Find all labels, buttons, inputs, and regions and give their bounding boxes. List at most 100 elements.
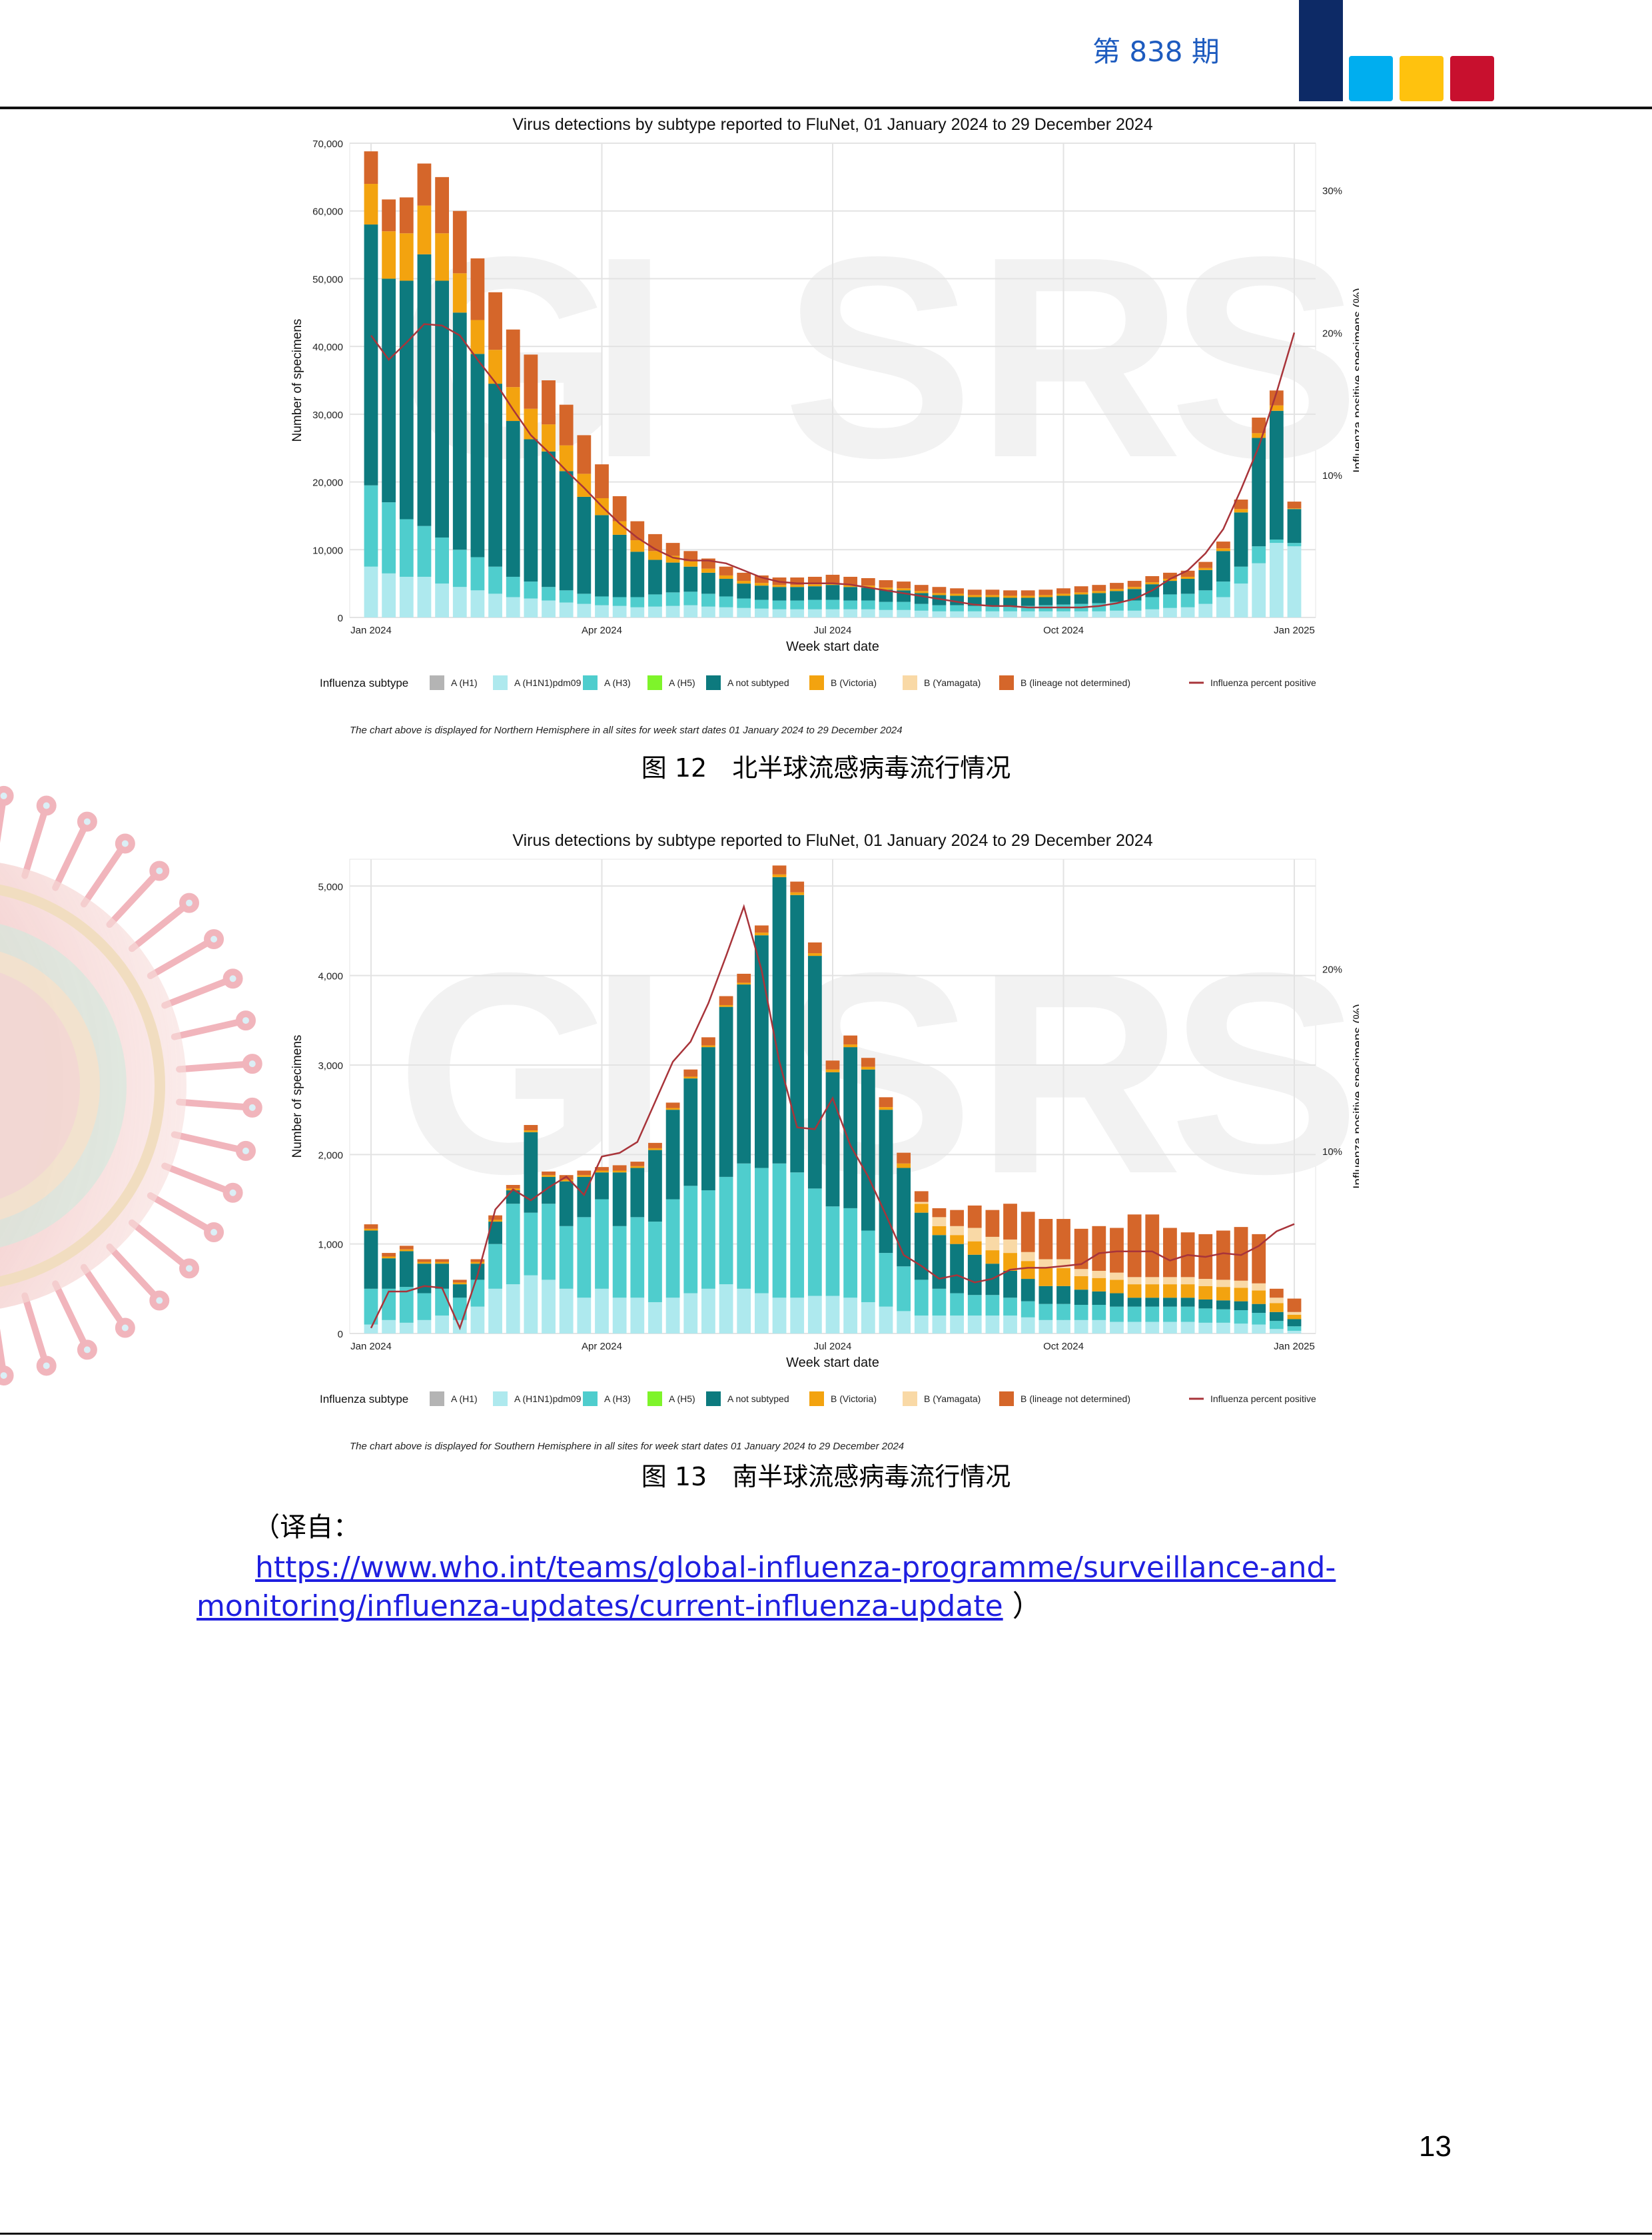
bar-segment	[1287, 508, 1302, 510]
bar-segment	[1287, 1314, 1302, 1319]
bar-segment	[417, 254, 432, 526]
chart-footnote: The chart above is displayed for Norther…	[350, 725, 903, 736]
bar-segment	[452, 1280, 467, 1283]
bar-segment	[861, 1069, 875, 1231]
bar-segment	[825, 609, 840, 617]
bar-segment	[754, 933, 769, 936]
bar-segment	[470, 320, 485, 354]
virus-spike-tip	[179, 893, 200, 913]
bar-segment	[737, 982, 751, 985]
bar-segment	[754, 599, 769, 609]
bar-segment	[843, 1044, 858, 1048]
bar-segment	[1110, 1293, 1124, 1307]
bar-segment	[1180, 1298, 1195, 1307]
bar-segment	[985, 1250, 1000, 1264]
bar-segment	[1074, 1276, 1088, 1290]
y-tick-label: 30,000	[312, 410, 343, 421]
bar-segment	[435, 1288, 449, 1316]
bar-segment	[807, 1188, 822, 1296]
bar-segment	[399, 233, 414, 281]
virus-spike	[161, 977, 230, 1009]
x-tick-label: Apr 2024	[582, 625, 622, 636]
bar-segment	[1252, 546, 1266, 563]
bar-segment	[932, 611, 947, 617]
bar-segment	[737, 973, 751, 983]
bar-segment	[843, 576, 858, 585]
virus-spike	[176, 1098, 249, 1111]
bar-segment	[1145, 609, 1160, 617]
bar-segment	[719, 1176, 733, 1285]
bar-segment	[683, 566, 698, 592]
bar-segment	[470, 1262, 485, 1264]
bar-segment	[932, 593, 947, 595]
y2-tick-label: 20%	[1322, 964, 1342, 975]
bar-segment	[701, 606, 715, 617]
source-url-link[interactable]: https://www.who.int/teams/global-influen…	[197, 1551, 1336, 1623]
bar-segment	[879, 587, 893, 590]
bar-segment	[1252, 1290, 1266, 1304]
bar-segment	[1021, 1317, 1035, 1333]
bar-segment	[754, 583, 769, 586]
bar-segment	[382, 1319, 396, 1333]
virus-spike	[147, 939, 212, 979]
bar-segment	[1234, 1323, 1248, 1333]
virus-spike	[80, 845, 125, 908]
virus-spike-tip	[179, 1258, 200, 1279]
legend-swatch	[493, 1391, 508, 1406]
bar-segment	[719, 596, 733, 607]
bar-segment	[1163, 594, 1177, 608]
bar-segment	[1269, 540, 1284, 544]
bar-segment	[1180, 593, 1195, 607]
bar-segment	[1003, 1239, 1017, 1254]
virus-spike	[106, 1243, 159, 1300]
virus-spike-tip	[242, 1054, 262, 1074]
bar-segment	[542, 1176, 556, 1204]
bar-segment	[435, 537, 449, 584]
bar-segment	[1216, 1230, 1230, 1280]
bar-segment	[542, 600, 556, 617]
bar-segment	[1038, 605, 1053, 611]
bar-segment	[630, 1217, 645, 1298]
y2-tick-label: 10%	[1322, 470, 1342, 482]
bar-segment	[807, 942, 822, 954]
y-tick-label: 0	[338, 1329, 343, 1340]
bar-segment	[1145, 1306, 1160, 1322]
bar-segment	[737, 1163, 751, 1289]
y-tick-label: 20,000	[312, 478, 343, 489]
page-number: 13	[1419, 2130, 1451, 2163]
bar-segment	[843, 587, 858, 601]
bar-segment	[488, 1288, 502, 1333]
virus-spike	[106, 872, 159, 929]
bar-segment	[985, 611, 1000, 617]
bar-segment	[1056, 595, 1070, 605]
bar-segment	[524, 1130, 538, 1132]
legend-swatch	[430, 675, 444, 690]
bar-segment	[967, 589, 982, 595]
bar-segment	[914, 591, 929, 593]
bar-segment	[612, 1165, 627, 1171]
bar-segment	[417, 1319, 432, 1333]
bar-segment	[1038, 1259, 1053, 1268]
bar-segment	[577, 1298, 592, 1333]
bar-segment	[382, 1288, 396, 1320]
bar-segment	[1287, 1298, 1302, 1312]
bar-segment	[364, 566, 378, 617]
bar-segment	[524, 1212, 538, 1276]
bar-segment	[719, 575, 733, 579]
bar-segment	[897, 1168, 911, 1267]
bar-segment	[595, 1199, 609, 1289]
bar-segment	[506, 1184, 520, 1189]
bar-segment	[825, 1060, 840, 1070]
bar-segment	[612, 1226, 627, 1298]
logo-yellow-block	[1400, 56, 1444, 101]
bar-segment	[790, 881, 805, 893]
bar-segment	[559, 602, 574, 617]
x-tick-label: Jan 2024	[350, 1341, 392, 1352]
bar-segment	[950, 1210, 964, 1226]
bar-segment	[382, 199, 396, 232]
bar-segment	[701, 593, 715, 607]
bar-segment	[399, 1287, 414, 1323]
bar-segment	[1003, 1315, 1017, 1333]
bar-segment	[1021, 1261, 1035, 1280]
bar-segment	[790, 587, 805, 601]
